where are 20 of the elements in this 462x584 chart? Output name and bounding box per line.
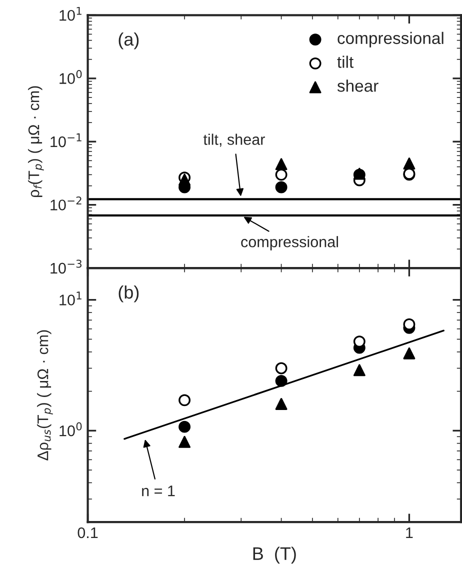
legend-label: tilt bbox=[337, 56, 354, 68]
ref-line-label: compressional bbox=[241, 236, 338, 250]
ref-line-label: tilt, shear bbox=[203, 134, 265, 147]
y-tick-label: 10$^{−3}$ bbox=[50, 260, 82, 274]
y-tick-label: 10$^{−2}$ bbox=[50, 196, 82, 210]
y-tick-label: 10$^{0}$ bbox=[60, 422, 82, 436]
annotation: n = 1 bbox=[142, 486, 175, 496]
legend-label: compressional bbox=[338, 32, 444, 48]
y-tick-label: 10$^{1}$ bbox=[60, 6, 82, 21]
y-axis-title: ρ$_{f}$(T$_{p}$) ( μΩ · cm) bbox=[28, 86, 44, 198]
x-tick-label: 0.1 bbox=[78, 527, 98, 538]
y-tick-label: 10$^{−1}$ bbox=[50, 133, 82, 148]
x-tick-label: 1 bbox=[406, 528, 413, 538]
x-axis-title: B (T) bbox=[253, 546, 296, 564]
annotation: (b) bbox=[118, 285, 139, 302]
annotation: (a) bbox=[118, 32, 139, 50]
y-tick-label: 10$^{1}$ bbox=[60, 292, 82, 306]
y-axis-title: Δρ$_{us}$(T$_{p}$) ( μΩ · cm) bbox=[37, 330, 53, 460]
y-tick-label: 10$^{0}$ bbox=[60, 70, 82, 84]
legend-label: shear bbox=[337, 80, 378, 92]
